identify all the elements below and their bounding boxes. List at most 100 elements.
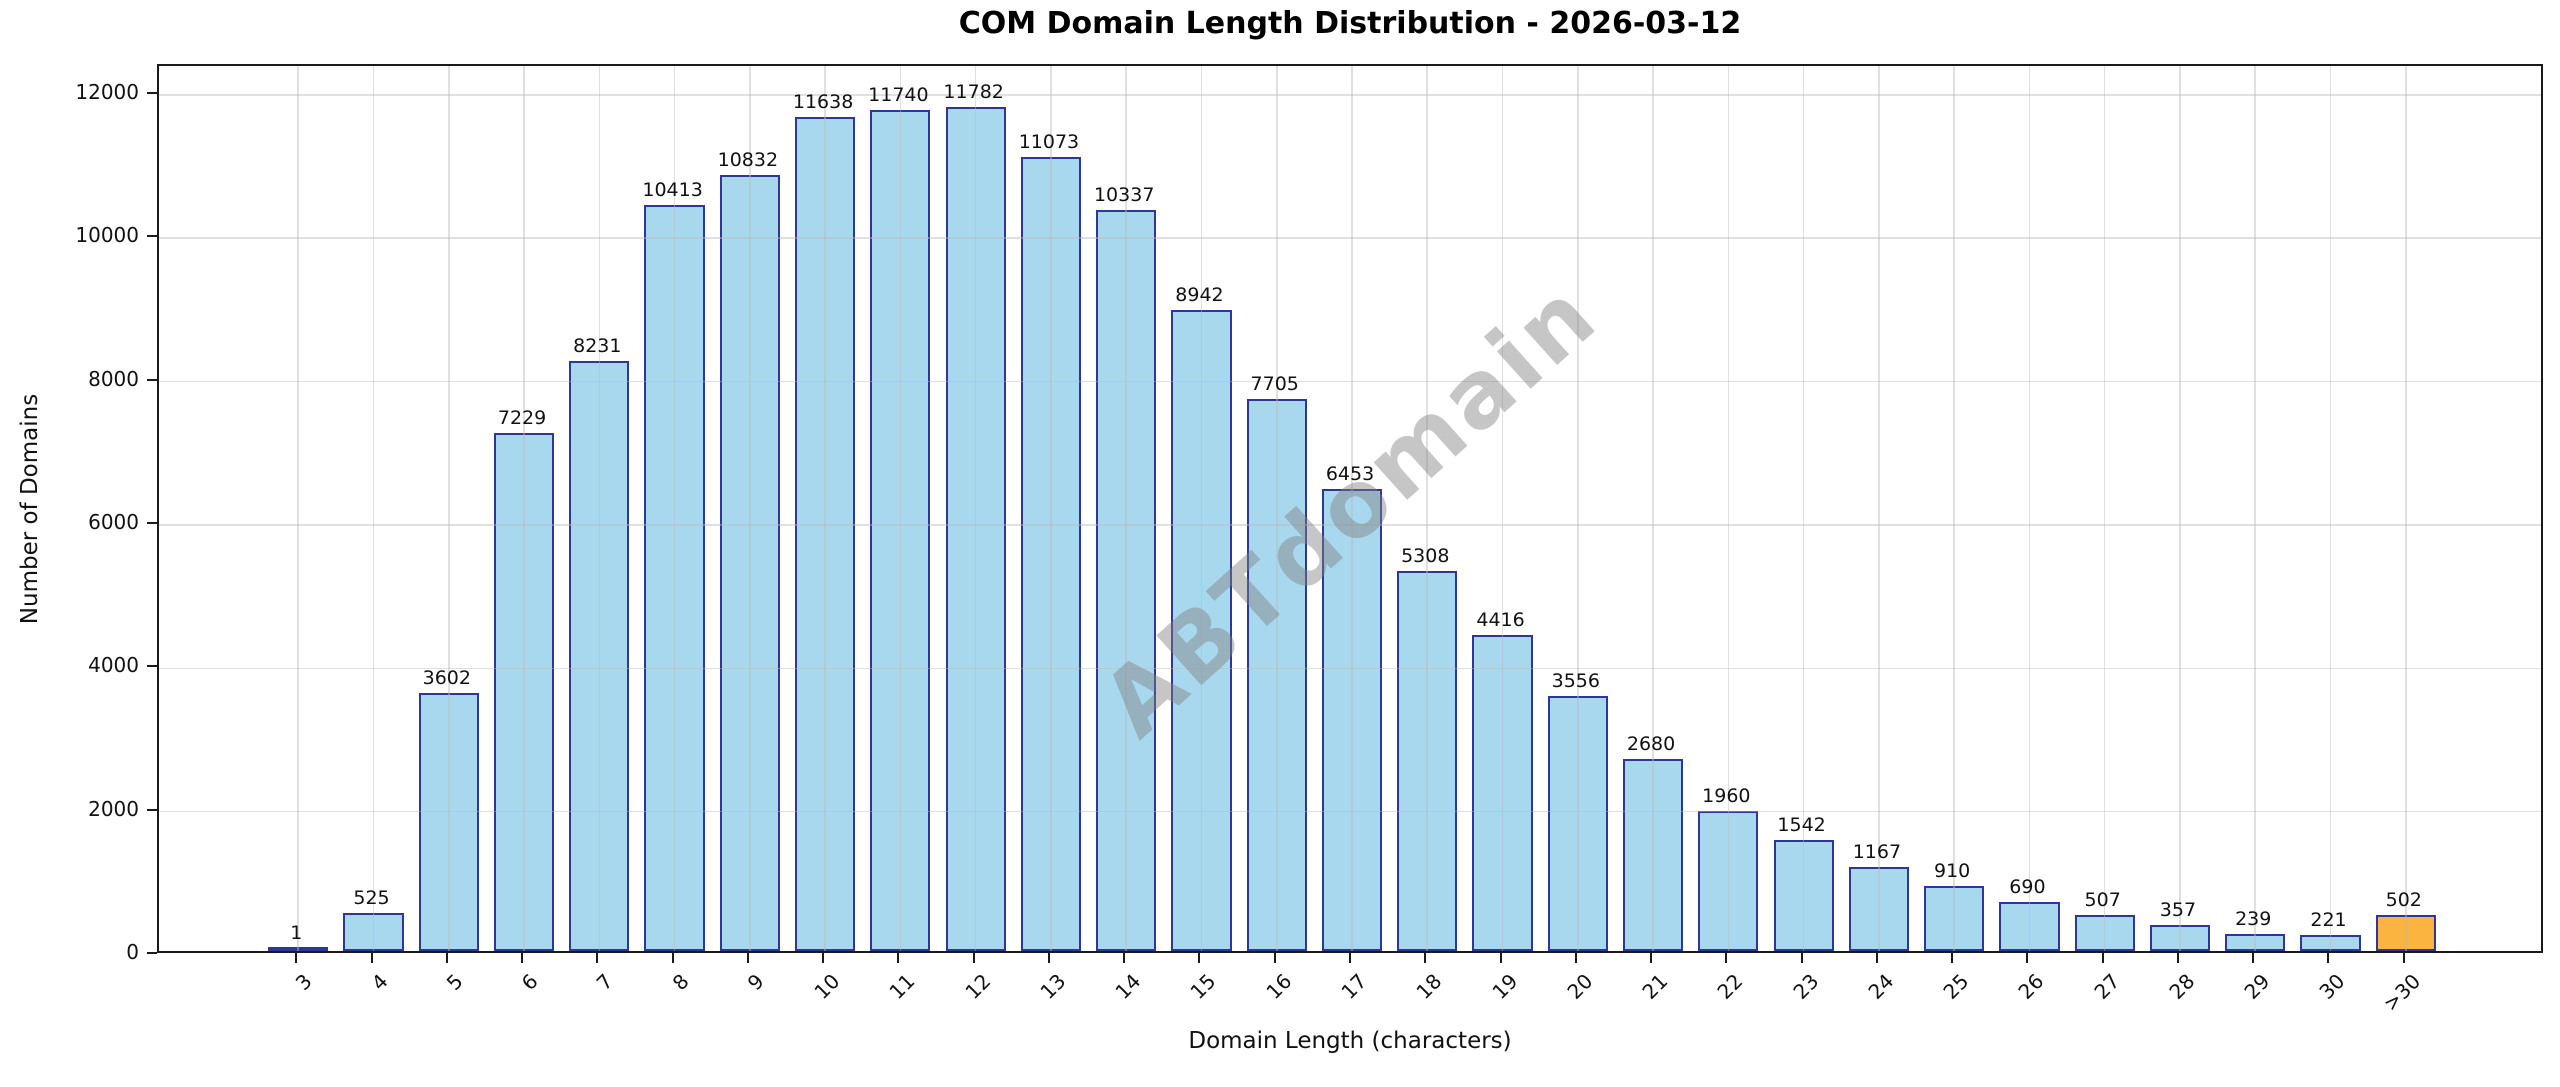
bar-value-label: 3602 bbox=[422, 666, 471, 689]
y-tick-mark bbox=[147, 808, 157, 811]
bar-26 bbox=[1999, 901, 2060, 951]
x-tick-label: 9 bbox=[742, 969, 769, 995]
x-tick-label: 24 bbox=[1863, 969, 1899, 1004]
x-gridline bbox=[824, 66, 826, 951]
y-tick-mark bbox=[147, 521, 157, 524]
x-tick-label: 5 bbox=[441, 969, 468, 995]
x-tick-mark bbox=[2026, 953, 2029, 963]
x-tick-mark bbox=[2252, 953, 2255, 963]
bar-20 bbox=[1547, 696, 1608, 951]
bar-value-label: 221 bbox=[2310, 909, 2347, 932]
bar-value-label: 11782 bbox=[943, 80, 1004, 103]
bar-7 bbox=[569, 361, 630, 951]
y-tick-mark bbox=[147, 665, 157, 668]
x-tick-mark bbox=[2327, 953, 2330, 963]
x-tick-label: 30 bbox=[2314, 969, 2350, 1004]
bar-28 bbox=[2149, 925, 2211, 951]
y-tick-mark bbox=[147, 235, 157, 238]
bar-value-label: 357 bbox=[2159, 899, 2197, 922]
x-gridline bbox=[372, 66, 375, 951]
y-tick-mark bbox=[147, 952, 157, 954]
y-gridline bbox=[159, 380, 2541, 383]
y-gridline bbox=[159, 237, 2541, 240]
bar-13 bbox=[1020, 157, 1082, 951]
bar-27 bbox=[2074, 914, 2135, 951]
x-gridline bbox=[1275, 66, 1278, 951]
x-tick-label: >30 bbox=[2378, 969, 2425, 1016]
x-gridline bbox=[447, 66, 450, 951]
x-tick-mark bbox=[370, 953, 373, 963]
x-gridline bbox=[2028, 66, 2031, 951]
x-gridline bbox=[2103, 66, 2106, 951]
plot-area: ABTdomain bbox=[157, 64, 2543, 953]
bar-value-label: 4416 bbox=[1476, 608, 1525, 631]
y-tick-label: 0 bbox=[126, 940, 139, 964]
x-tick-mark bbox=[746, 953, 749, 963]
x-tick-mark bbox=[822, 953, 825, 963]
x-tick-label: 27 bbox=[2089, 969, 2125, 1004]
x-gridline bbox=[2179, 66, 2181, 951]
x-gridline bbox=[1878, 66, 1880, 951]
x-tick-label: 15 bbox=[1185, 969, 1221, 1004]
x-tick-label: 19 bbox=[1486, 969, 1522, 1004]
bar-9 bbox=[719, 174, 780, 951]
x-gridline bbox=[974, 66, 977, 951]
x-tick-label: 16 bbox=[1261, 969, 1297, 1004]
bar-3 bbox=[268, 947, 329, 951]
x-tick-label: 25 bbox=[1938, 969, 1974, 1004]
bar-15 bbox=[1171, 310, 1232, 951]
y-gridline bbox=[159, 667, 2541, 670]
bar-value-label: 910 bbox=[1934, 859, 1971, 882]
x-tick-mark bbox=[1499, 953, 1502, 963]
y-tick-mark bbox=[147, 378, 157, 381]
x-gridline bbox=[523, 66, 525, 951]
bar-30 bbox=[2300, 935, 2361, 951]
bar-value-label: 3556 bbox=[1551, 670, 1600, 693]
bar-8 bbox=[644, 204, 705, 951]
bar-value-label: 525 bbox=[353, 887, 390, 910]
x-gridline bbox=[1351, 66, 1353, 951]
bar-value-label: 1960 bbox=[1702, 784, 1751, 807]
x-gridline bbox=[1125, 66, 1127, 951]
x-tick-label: 20 bbox=[1562, 969, 1598, 1004]
x-tick-mark bbox=[2176, 953, 2179, 963]
bar-value-label: 507 bbox=[2084, 888, 2121, 911]
x-tick-mark bbox=[1725, 953, 1728, 963]
bar-4 bbox=[343, 913, 404, 951]
x-axis-label: Domain Length (characters) bbox=[1188, 1028, 1512, 1054]
bar-value-label: 7229 bbox=[497, 406, 547, 429]
bar-value-label: 10337 bbox=[1093, 184, 1155, 207]
x-gridline bbox=[1953, 66, 1955, 951]
x-tick-mark bbox=[897, 953, 900, 963]
bar-value-label: 7705 bbox=[1250, 372, 1299, 395]
bar-12 bbox=[945, 106, 1006, 951]
bar-29 bbox=[2225, 933, 2286, 951]
chart-title: COM Domain Length Distribution - 2026-03… bbox=[958, 6, 1742, 41]
bar-value-label: 239 bbox=[2235, 907, 2272, 930]
bar-value-label: 11638 bbox=[792, 90, 854, 113]
x-gridline bbox=[1727, 66, 1730, 951]
y-tick-label: 10000 bbox=[75, 223, 139, 248]
x-gridline bbox=[1652, 66, 1654, 951]
x-tick-label: 29 bbox=[2239, 969, 2275, 1004]
y-gridline bbox=[159, 94, 2541, 96]
x-tick-mark bbox=[596, 953, 599, 963]
x-tick-label: 23 bbox=[1788, 969, 1824, 1004]
y-tick-mark bbox=[147, 91, 157, 94]
bar-18 bbox=[1397, 570, 1458, 951]
x-gridline bbox=[899, 66, 902, 951]
bar-5 bbox=[418, 692, 479, 951]
bar-21 bbox=[1622, 758, 1684, 951]
x-tick-label: 7 bbox=[592, 969, 619, 995]
bar-value-label: 10413 bbox=[642, 178, 703, 201]
x-tick-label: 28 bbox=[2164, 969, 2200, 1004]
x-tick-mark bbox=[295, 953, 298, 963]
bar-value-label: 5308 bbox=[1401, 544, 1450, 567]
x-tick-mark bbox=[1198, 953, 1201, 963]
bar-6 bbox=[493, 432, 555, 951]
x-tick-label: 13 bbox=[1035, 969, 1071, 1004]
x-tick-mark bbox=[1875, 953, 1878, 963]
bar-11 bbox=[870, 109, 931, 951]
x-tick-label: 6 bbox=[516, 969, 543, 995]
